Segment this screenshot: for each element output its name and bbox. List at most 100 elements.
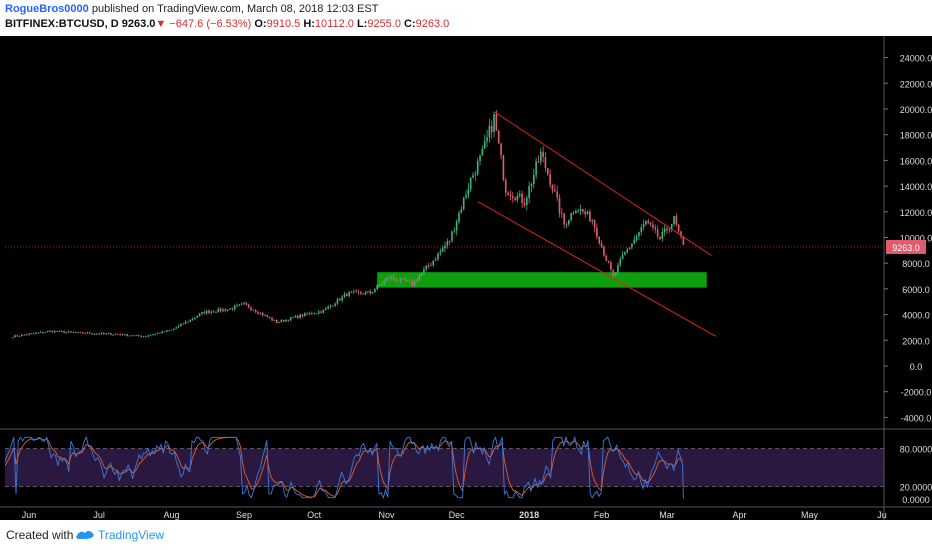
candle-body <box>201 312 203 314</box>
candle-body <box>448 241 451 242</box>
candle-body <box>663 228 666 232</box>
candle-body <box>467 189 470 196</box>
candle-body <box>481 148 484 156</box>
candle-body <box>198 313 201 317</box>
price-tick-label: -4000.0 <box>901 413 932 423</box>
time-tick-label: May <box>801 510 819 520</box>
candle-body <box>30 333 33 335</box>
candle-body <box>301 314 304 317</box>
time-tick-label: Dec <box>449 510 466 520</box>
candle-body <box>116 334 119 336</box>
price-tick-label: 18000.0 <box>900 131 932 141</box>
candle-body <box>371 292 374 294</box>
candle-body <box>60 330 63 332</box>
time-tick-label: Ju <box>877 510 887 520</box>
candle-body <box>593 220 596 228</box>
candle-body <box>343 294 346 297</box>
candle-body <box>621 254 624 260</box>
candle-body <box>11 337 14 339</box>
candle-body <box>437 253 439 260</box>
candle-body <box>385 278 388 281</box>
time-tick-label: Jul <box>93 510 105 520</box>
candle-body <box>523 202 526 206</box>
last-price: 9263.0 <box>121 18 156 30</box>
candle-body <box>341 296 343 301</box>
candle-body <box>397 280 400 282</box>
price-chart[interactable]: 24000.0 22000.0 20000.0 18000.0 16000.0 14000… <box>0 36 932 520</box>
candle-body <box>626 249 629 253</box>
price-tick-label: 16000.0 <box>900 156 932 166</box>
candle-body <box>156 333 159 334</box>
candle-body <box>395 279 397 281</box>
candle-body <box>675 216 678 225</box>
candle-body <box>610 262 612 270</box>
candle-body <box>427 265 430 267</box>
candle-body <box>353 291 355 293</box>
candle-body <box>631 243 633 248</box>
candle-body <box>268 317 271 319</box>
candle-body <box>355 291 357 293</box>
candle-body <box>166 330 168 332</box>
candle-body <box>212 311 215 313</box>
author-link[interactable]: RogueBros0000 <box>5 3 89 15</box>
candle-body <box>483 141 486 149</box>
candle-body <box>624 252 626 255</box>
candle-body <box>612 269 615 276</box>
candle-body <box>409 280 411 282</box>
candle-body <box>189 319 192 322</box>
candle-body <box>362 293 365 295</box>
close-value: 9263.0 <box>415 18 450 30</box>
candle-body <box>210 311 213 313</box>
close-label: C: <box>404 18 416 30</box>
candle-body <box>367 291 369 293</box>
candle-body <box>123 334 126 336</box>
candle-body <box>28 333 30 335</box>
candle-body <box>369 291 372 294</box>
candle-body <box>336 299 339 304</box>
candle-body <box>546 168 549 175</box>
candle-body <box>666 228 668 231</box>
time-tick-label: Aug <box>164 510 180 520</box>
candle-body <box>619 259 622 265</box>
symbol-label: BITFINEX:BTCUSD, D <box>5 18 119 30</box>
candle-body <box>296 315 299 318</box>
candle-body <box>628 247 631 250</box>
candle-body <box>56 331 58 332</box>
candle-body <box>21 334 23 337</box>
candle-body <box>476 160 479 175</box>
candle-body <box>37 332 40 334</box>
support-zone <box>377 272 707 288</box>
candle-body <box>250 307 252 310</box>
chart-area[interactable]: 24000.0 22000.0 20000.0 18000.0 16000.0 14000… <box>0 36 932 520</box>
price-tick-label: 24000.0 <box>900 54 932 64</box>
candle-body <box>558 197 561 213</box>
candle-body <box>114 334 117 336</box>
candle-body <box>339 299 341 301</box>
candle-body <box>126 334 128 336</box>
tradingview-brand[interactable]: TradingView <box>98 528 165 542</box>
candle-body <box>324 308 327 310</box>
candle-body <box>182 323 185 325</box>
stoch-tick-label: 80.0000 <box>900 445 932 455</box>
candle-body <box>98 333 100 335</box>
price-tick-label: 22000.0 <box>900 79 932 89</box>
candle-body <box>187 321 189 323</box>
price-tick-label: 0.0 <box>910 362 923 372</box>
candle-body <box>607 260 610 263</box>
candle-body <box>315 313 318 315</box>
candle-body <box>500 143 502 156</box>
open-value: 9910.5 <box>266 18 301 30</box>
price-tick-label: 8000.0 <box>902 259 930 269</box>
candle-body <box>668 229 671 231</box>
candle-body <box>292 317 294 319</box>
candle-body <box>119 334 121 336</box>
candle-body <box>180 323 182 326</box>
candle-body <box>544 157 547 169</box>
candle-body <box>652 224 654 228</box>
candle-body <box>135 335 138 336</box>
time-tick-label: Nov <box>379 510 396 520</box>
candle-body <box>215 312 217 313</box>
candle-body <box>308 313 311 315</box>
candle-body <box>453 230 456 232</box>
candle-body <box>16 335 19 337</box>
